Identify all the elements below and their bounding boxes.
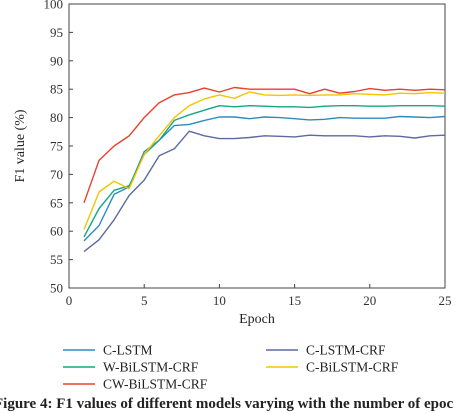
y-tick-label: 50 [50, 281, 63, 296]
legend-label: C-BiLSTM-CRF [306, 360, 399, 375]
x-axis-ticks: 0 5 10 15 20 25 [66, 284, 452, 308]
series-line-c-lstm-crf [83, 130, 446, 253]
plot-area [68, 3, 446, 289]
series-line-c-bilstm-crf [83, 91, 446, 230]
y-tick-label: 70 [50, 167, 63, 182]
y-tick-label: 80 [50, 110, 63, 125]
series-lines [83, 86, 446, 253]
x-tick-label: 20 [363, 293, 376, 308]
x-tick-label: 0 [66, 293, 73, 308]
x-tick-label: 15 [288, 293, 301, 308]
legend-item-cw-bilstm-crf: CW-BiLSTM-CRF [63, 377, 208, 392]
y-tick-label: 100 [44, 0, 64, 12]
legend: C-LSTM C-LSTM-CRF W-BiLSTM-CRF C-BiLSTM-CRF… [63, 343, 399, 392]
x-axis-title: Epoch [239, 312, 275, 327]
y-tick-label: 55 [50, 252, 63, 267]
y-axis-ticks: 50 55 60 65 70 75 80 85 90 95 100 [44, 0, 73, 296]
y-tick-label: 85 [50, 82, 63, 97]
series-line-cw-bilstm-crf [83, 86, 446, 204]
x-tick-label: 5 [141, 293, 148, 308]
x-tick-label: 10 [213, 293, 226, 308]
y-axis-title: F1 value (%) [13, 109, 28, 182]
legend-item-c-bilstm-crf: C-BiLSTM-CRF [266, 360, 399, 375]
x-tick-label: 25 [439, 293, 452, 308]
y-tick-label: 95 [50, 25, 63, 40]
legend-item-w-bilstm-crf: W-BiLSTM-CRF [63, 360, 199, 375]
legend-label: W-BiLSTM-CRF [103, 360, 199, 375]
y-tick-label: 60 [50, 224, 63, 239]
legend-label: C-LSTM-CRF [306, 343, 386, 358]
legend-item-c-lstm: C-LSTM [63, 343, 153, 358]
legend-item-c-lstm-crf: C-LSTM-CRF [266, 343, 386, 358]
legend-label: C-LSTM [103, 343, 153, 358]
figure-caption: Figure 4: F1 values of different models … [0, 396, 453, 412]
y-tick-label: 65 [50, 195, 63, 210]
series-line-c-lstm [83, 115, 446, 242]
y-tick-label: 90 [50, 53, 63, 68]
legend-label: CW-BiLSTM-CRF [103, 377, 208, 392]
y-tick-label: 75 [50, 139, 63, 154]
